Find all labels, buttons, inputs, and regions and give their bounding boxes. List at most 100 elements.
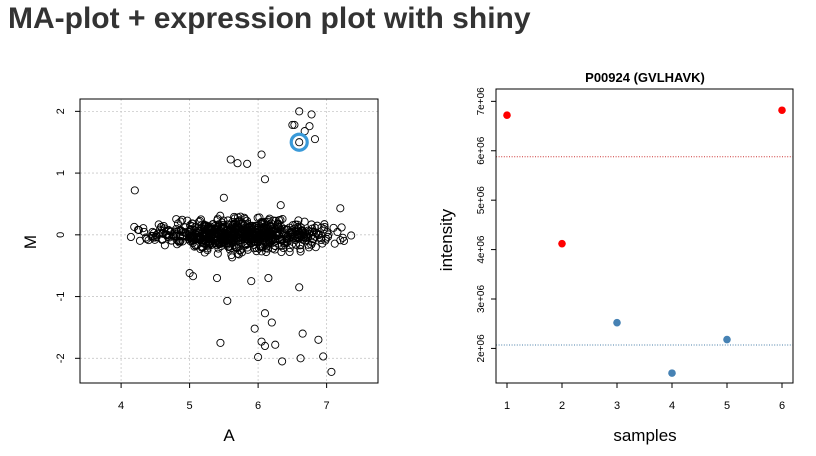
ex-point xyxy=(503,111,511,119)
ma-point xyxy=(167,236,176,245)
ma-point xyxy=(257,233,266,242)
ma-point xyxy=(223,296,232,305)
app-title: MA-plot + expression plot with shiny xyxy=(8,2,531,35)
ma-point xyxy=(229,229,238,238)
ma-point xyxy=(152,231,161,240)
ma-point xyxy=(259,218,268,227)
ma-plot[interactable]: 4 5 6 7 -2 -1 0 1 2 A M xyxy=(21,98,379,445)
ma-point xyxy=(189,234,198,243)
ma-point xyxy=(135,236,145,245)
ma-point xyxy=(207,224,216,233)
ma-point xyxy=(231,227,240,236)
ma-point xyxy=(321,236,330,245)
ma-point xyxy=(236,212,245,221)
ma-point xyxy=(347,231,356,240)
ma-point xyxy=(310,135,320,144)
ma-point xyxy=(242,228,252,237)
ma-point xyxy=(175,237,184,246)
ex-ytick-label: 3e+06 xyxy=(476,285,487,314)
ma-point xyxy=(296,241,305,250)
ma-point xyxy=(268,227,278,236)
ma-point xyxy=(271,340,280,349)
ma-point xyxy=(202,238,211,247)
ma-point xyxy=(336,236,345,245)
ma-point xyxy=(320,225,329,234)
ma-point xyxy=(154,220,163,229)
ma-x-axis: 4 5 6 7 xyxy=(118,383,330,412)
ex-x-label: samples xyxy=(613,426,676,445)
ma-ytick-label: -1 xyxy=(55,292,67,302)
ex-xtick-label: 4 xyxy=(669,400,675,412)
ma-point xyxy=(296,244,305,253)
ma-point xyxy=(233,159,242,168)
ma-point xyxy=(235,246,244,255)
ma-point xyxy=(233,236,242,245)
ma-x-label: A xyxy=(223,426,235,445)
ma-point xyxy=(235,217,244,226)
ma-ytick-label: 2 xyxy=(55,108,67,114)
ma-point xyxy=(130,186,139,195)
ma-point xyxy=(139,227,149,236)
ma-point xyxy=(308,235,317,244)
ma-point xyxy=(276,201,285,210)
ex-title: P00924 (GVLHAVK) xyxy=(585,70,705,85)
ex-ytick-label: 4e+06 xyxy=(476,235,487,264)
ma-point xyxy=(173,219,182,228)
ma-point xyxy=(144,236,153,245)
ma-point xyxy=(178,228,187,237)
ma-point xyxy=(225,245,234,254)
ma-point xyxy=(142,234,151,244)
ma-point xyxy=(308,227,317,236)
ex-ytick-label: 7e+06 xyxy=(476,87,487,116)
ma-point xyxy=(219,237,228,246)
ma-point xyxy=(188,272,198,281)
ma-ytick-label: -2 xyxy=(55,353,67,363)
ma-point xyxy=(254,353,263,362)
ma-point xyxy=(285,247,294,257)
ma-point xyxy=(290,120,299,129)
ma-point xyxy=(186,230,195,239)
ma-point xyxy=(260,175,270,184)
ma-xtick-label: 4 xyxy=(118,400,124,412)
ma-point xyxy=(259,222,268,232)
ex-point xyxy=(668,369,676,377)
ma-point xyxy=(313,221,322,230)
ma-highlight xyxy=(289,132,309,152)
ma-point xyxy=(257,220,266,229)
ma-point xyxy=(228,223,237,232)
ma-point xyxy=(213,229,222,238)
ma-point xyxy=(285,244,294,253)
ma-point xyxy=(221,222,230,231)
ma-point xyxy=(236,246,245,255)
ma-xtick-label: 5 xyxy=(187,400,193,412)
ma-point xyxy=(225,235,234,245)
ma-point xyxy=(323,228,332,237)
ex-point xyxy=(558,239,566,248)
ma-ytick-label: 0 xyxy=(55,232,67,238)
ma-point xyxy=(288,120,297,129)
ma-selected-point-ring[interactable] xyxy=(289,132,309,152)
ma-point xyxy=(224,242,233,251)
ma-point xyxy=(338,233,347,242)
ma-point xyxy=(251,237,260,246)
ex-xtick-label: 6 xyxy=(779,400,785,412)
ma-point xyxy=(164,225,173,234)
ex-x-axis: 1 2 3 4 5 6 xyxy=(504,383,785,412)
ma-point xyxy=(221,233,230,242)
ma-point xyxy=(186,221,195,230)
ma-point xyxy=(336,204,345,213)
ma-point xyxy=(274,221,283,230)
ma-point xyxy=(337,223,346,232)
ma-point xyxy=(307,240,316,249)
ma-y-label: M xyxy=(21,235,40,249)
ma-point xyxy=(216,211,225,220)
ma-point xyxy=(240,232,249,241)
ma-point xyxy=(298,329,307,338)
ma-ytick-label: 1 xyxy=(55,170,67,176)
ex-xtick-label: 3 xyxy=(614,400,620,412)
ma-point xyxy=(251,221,260,230)
ma-point xyxy=(265,228,275,237)
ex-y-axis: 2e+06 3e+06 4e+06 5e+06 6e+06 7e+06 xyxy=(476,87,496,362)
ma-point xyxy=(243,159,252,168)
ex-point xyxy=(723,335,731,344)
